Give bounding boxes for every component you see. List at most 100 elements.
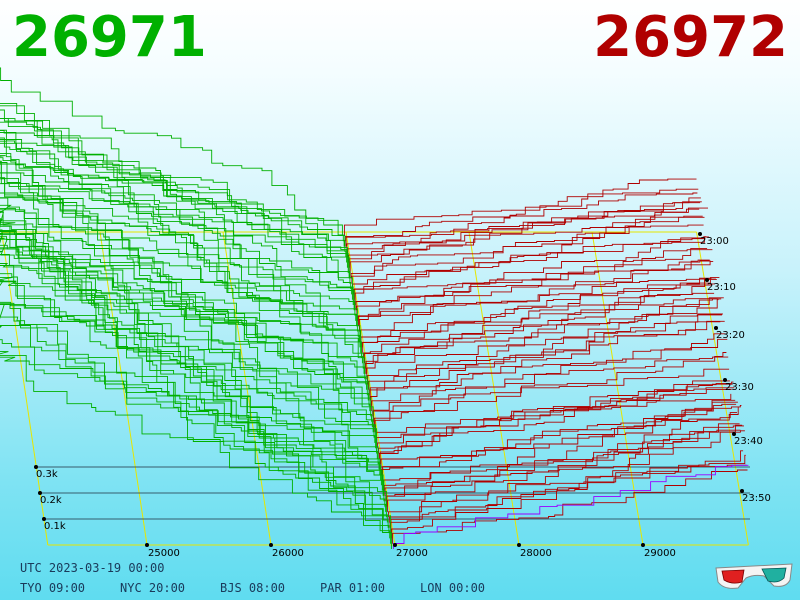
z-tick-label: 0.2k — [40, 495, 62, 506]
bid-depth-line — [0, 67, 350, 279]
ask-depth-line — [359, 261, 714, 337]
time-tick-mark — [723, 378, 727, 382]
ask-depth-line — [351, 216, 705, 284]
bid-depth-line — [0, 157, 360, 343]
time-tick-label: 23:30 — [725, 382, 754, 393]
ask-depth-line — [368, 313, 723, 396]
ask-depth-line — [381, 403, 737, 475]
ask-depth-line — [364, 299, 719, 369]
chart-series — [0, 67, 749, 549]
ask-depth-line — [373, 338, 728, 422]
ask-depth-line — [369, 297, 724, 401]
ask-depth-line — [370, 320, 725, 406]
ask-depth-line — [389, 430, 745, 528]
ask-depth-line — [358, 277, 712, 327]
ask-depth-line — [379, 387, 735, 465]
bid-depth-line — [0, 273, 377, 449]
time-tick-label: 23:10 — [707, 282, 736, 293]
par-time: PAR 01:00 — [320, 581, 386, 595]
bid-depth-line — [0, 178, 361, 348]
bid-depth-line — [0, 172, 349, 274]
bid-depth-line — [0, 233, 372, 422]
ask-depth-line — [392, 469, 748, 544]
bid-depth-line — [0, 142, 357, 321]
bid-depth-line — [0, 356, 392, 544]
x-tick-label: 27000 — [396, 548, 428, 559]
time-tick-label: 23:20 — [716, 330, 745, 341]
time-tick-mark — [698, 232, 702, 236]
time-tick-label: 23:00 — [700, 236, 729, 247]
z-tick-label: 0.1k — [44, 521, 66, 532]
time-tick-mark — [714, 326, 718, 330]
ask-depth-line — [378, 381, 734, 459]
ask-depth-line — [378, 383, 733, 454]
bid-depth-line — [0, 218, 382, 480]
bid-depth-line — [0, 102, 353, 300]
ask-depth-line — [377, 389, 732, 449]
ask-depth-line — [347, 202, 701, 258]
ask-depth-line — [383, 406, 739, 491]
3d-glasses-icon[interactable] — [714, 560, 794, 592]
bid-depth-line — [0, 207, 363, 364]
bjs-time: BJS 08:00 — [220, 581, 286, 595]
bid-depth-line — [0, 229, 370, 406]
ask-depth-line — [367, 298, 722, 385]
bid-depth-line — [0, 316, 388, 523]
ask-depth-line — [374, 368, 730, 433]
x-tick-mark — [641, 543, 645, 547]
time-tick-label: 23:50 — [742, 493, 771, 504]
bid-depth-line — [0, 280, 391, 539]
chart-labels: 25000 26000 27000 28000 29000 0.1k 0.2k 0.3k 23:… — [34, 232, 771, 559]
ask-depth-line — [345, 188, 699, 247]
time-tick-label: 23:40 — [734, 436, 763, 447]
ask-depth-line — [380, 399, 736, 470]
bid-depth-line — [0, 177, 372, 417]
ask-depth-line — [386, 405, 742, 507]
bid-price: 26971 — [12, 5, 207, 70]
x-tick-label: 28000 — [520, 548, 552, 559]
bid-depth-line — [0, 238, 377, 454]
ask-depth-line — [348, 197, 701, 263]
ask-price: 26972 — [593, 5, 788, 70]
bid-depth-line — [0, 160, 362, 353]
ask-depth-line — [357, 260, 711, 321]
ask-depth-line — [361, 283, 715, 348]
ask-depth-line — [372, 352, 727, 417]
x-tick-mark — [393, 543, 397, 547]
bid-depth-line — [0, 235, 374, 433]
ask-depth-line — [343, 178, 697, 236]
bid-depth-line — [0, 222, 387, 518]
tyo-time: TYO 09:00 — [20, 581, 86, 595]
z-tick-mark — [34, 465, 38, 469]
x-tick-mark — [517, 543, 521, 547]
bid-depth-line — [0, 250, 373, 427]
ask-depth-line — [356, 259, 710, 316]
ask-depth-line — [385, 429, 741, 502]
bid-depth-line — [0, 153, 358, 332]
bid-depth-line — [0, 301, 380, 470]
ask-depth-line — [392, 464, 749, 549]
x-tick-mark — [269, 543, 273, 547]
bid-depth-line — [0, 129, 345, 247]
bid-depth-line — [0, 351, 392, 549]
bid-depth-line — [0, 209, 366, 380]
ask-depth-line — [362, 278, 716, 353]
ask-depth-line — [371, 333, 726, 412]
ask-depth-line — [355, 236, 709, 311]
bid-depth-line — [0, 172, 348, 263]
bid-depth-line — [0, 197, 356, 316]
ask-depth-line — [382, 412, 737, 480]
ask-depth-line — [363, 278, 717, 358]
time-tick-mark — [732, 432, 736, 436]
lon-time: LON 00:00 — [420, 581, 486, 595]
time-tick-mark — [740, 489, 744, 493]
x-tick-label: 29000 — [644, 548, 676, 559]
bid-depth-line — [0, 183, 355, 311]
bid-depth-line — [0, 197, 364, 369]
nyc-time: NYC 20:00 — [120, 581, 186, 595]
bid-depth-line — [0, 160, 354, 305]
ask-depth-line — [363, 298, 718, 364]
bid-depth-line — [0, 121, 351, 284]
x-tick-label: 26000 — [272, 548, 304, 559]
